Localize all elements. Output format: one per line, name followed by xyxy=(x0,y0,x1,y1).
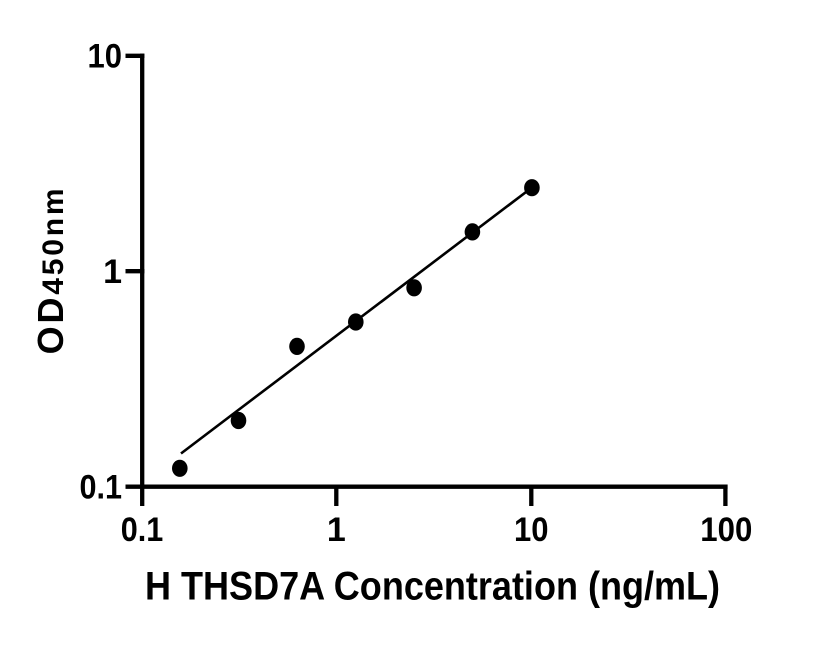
svg-text:0.1: 0.1 xyxy=(121,511,164,549)
svg-text:10: 10 xyxy=(88,38,123,76)
svg-text:1: 1 xyxy=(103,253,122,291)
svg-text:OD450nm: OD450nm xyxy=(30,186,71,355)
svg-text:10: 10 xyxy=(514,511,549,549)
svg-text:0.1: 0.1 xyxy=(80,468,123,506)
svg-text:100: 100 xyxy=(700,511,752,549)
svg-text:H THSD7A Concentration (ng/mL): H THSD7A Concentration (ng/mL) xyxy=(145,565,720,609)
svg-text:1: 1 xyxy=(327,511,346,549)
